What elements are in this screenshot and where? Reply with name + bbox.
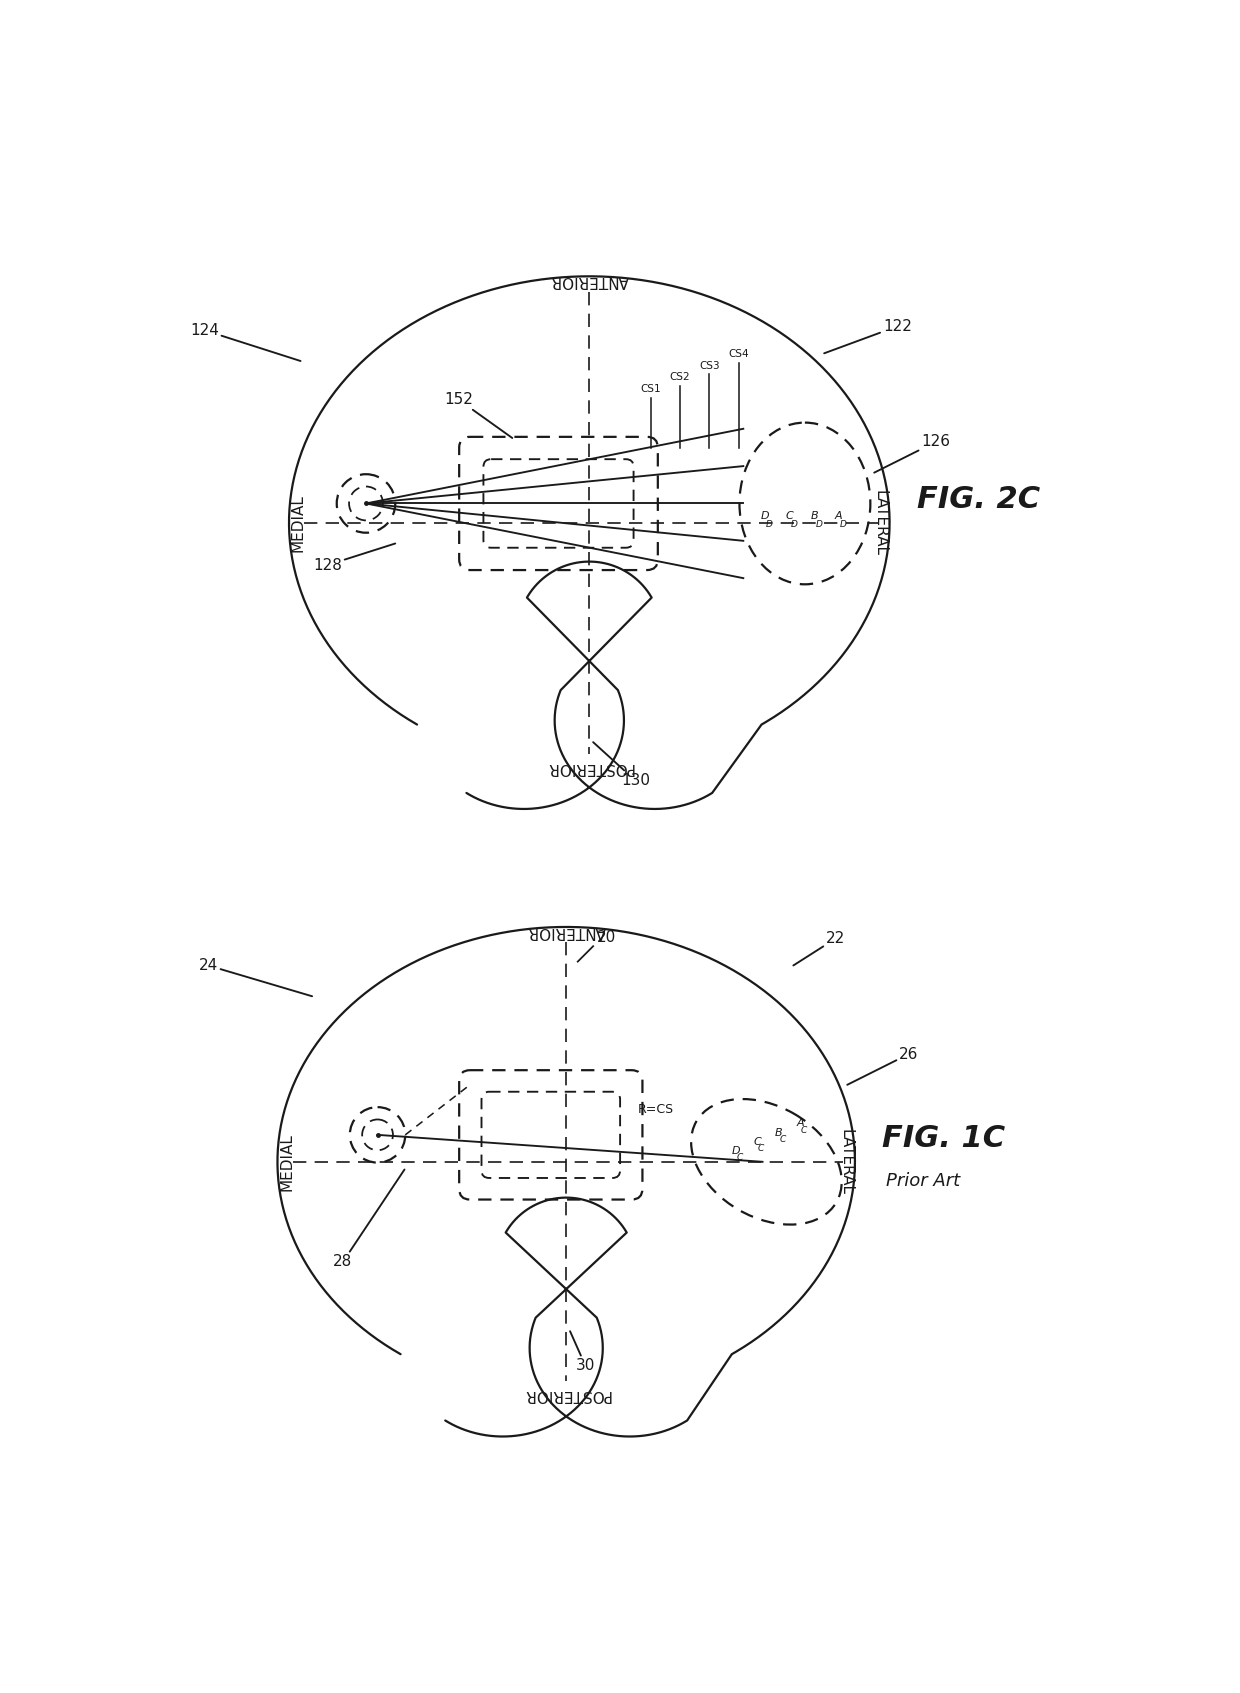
Text: 152: 152 xyxy=(444,393,512,438)
Text: R=CS: R=CS xyxy=(637,1104,673,1116)
Text: FIG. 1C: FIG. 1C xyxy=(882,1124,1006,1153)
Text: LATERAL: LATERAL xyxy=(838,1129,853,1195)
Text: POSTERIOR: POSTERIOR xyxy=(522,1388,610,1402)
Text: B: B xyxy=(810,511,818,521)
Text: 26: 26 xyxy=(847,1046,919,1085)
Text: LATERAL: LATERAL xyxy=(873,489,888,555)
Text: CS4: CS4 xyxy=(728,349,749,359)
Text: ANTERIOR: ANTERIOR xyxy=(527,923,605,938)
Text: 128: 128 xyxy=(312,543,396,572)
Text: D: D xyxy=(732,1146,740,1156)
Text: 126: 126 xyxy=(874,435,950,472)
Text: 28: 28 xyxy=(334,1170,404,1270)
Text: D: D xyxy=(816,520,822,528)
Text: MEDIAL: MEDIAL xyxy=(279,1133,294,1190)
Text: 124: 124 xyxy=(190,323,300,361)
Text: D: D xyxy=(760,511,769,521)
Text: MEDIAL: MEDIAL xyxy=(290,494,306,552)
Text: D: D xyxy=(839,520,847,528)
Text: FIG. 2C: FIG. 2C xyxy=(916,486,1039,515)
Text: B: B xyxy=(775,1128,782,1138)
Text: 20: 20 xyxy=(596,931,616,945)
Text: C: C xyxy=(753,1138,761,1146)
Text: ANTERIOR: ANTERIOR xyxy=(551,273,629,288)
Text: 24: 24 xyxy=(198,958,312,995)
Text: C: C xyxy=(780,1134,786,1144)
Text: 130: 130 xyxy=(593,742,650,789)
Text: A: A xyxy=(796,1119,804,1129)
Text: CS1: CS1 xyxy=(641,384,661,394)
Text: CS3: CS3 xyxy=(699,361,719,371)
Text: A: A xyxy=(835,511,843,521)
Text: C: C xyxy=(758,1144,764,1153)
Text: D: D xyxy=(791,520,797,528)
Text: 22: 22 xyxy=(794,931,846,965)
Text: 122: 122 xyxy=(825,318,911,354)
Text: C: C xyxy=(786,511,794,521)
Text: C: C xyxy=(801,1126,807,1134)
Text: C: C xyxy=(737,1153,743,1163)
Text: D: D xyxy=(766,520,773,528)
Text: POSTERIOR: POSTERIOR xyxy=(546,760,634,775)
Text: 30: 30 xyxy=(570,1331,595,1373)
Text: CS2: CS2 xyxy=(670,372,691,383)
Text: Prior Art: Prior Art xyxy=(885,1172,960,1190)
